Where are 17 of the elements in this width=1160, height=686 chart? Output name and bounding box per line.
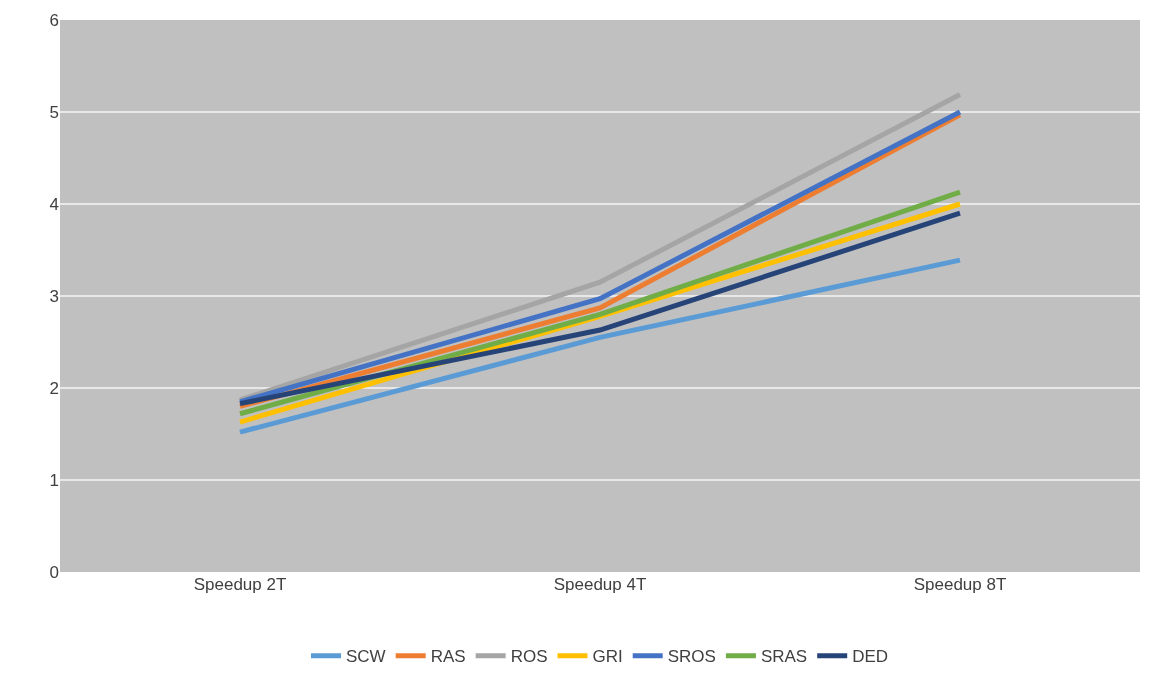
x-tick-label: Speedup 4T [553,575,647,594]
legend-label: GRI [592,647,623,667]
x-tick-label: Speedup 2T [193,575,287,594]
legend-label: SRAS [760,647,808,667]
legend-label: SCW [346,647,386,667]
legend-label: RAS [430,647,466,667]
y-tick-label: 6 [49,10,59,30]
y-tick-label: 3 [49,286,59,306]
x-tick-label: Speedup 8T [913,575,1007,594]
legend-label: DED [852,647,889,667]
y-tick-label: 1 [49,470,59,490]
y-tick-label: 0 [49,562,59,582]
y-tick-label: 4 [49,194,59,214]
y-tick-label: 5 [49,102,59,122]
y-tick-label: 2 [49,378,59,398]
legend-label: SROS [667,647,716,667]
legend-label: ROS [510,647,548,667]
